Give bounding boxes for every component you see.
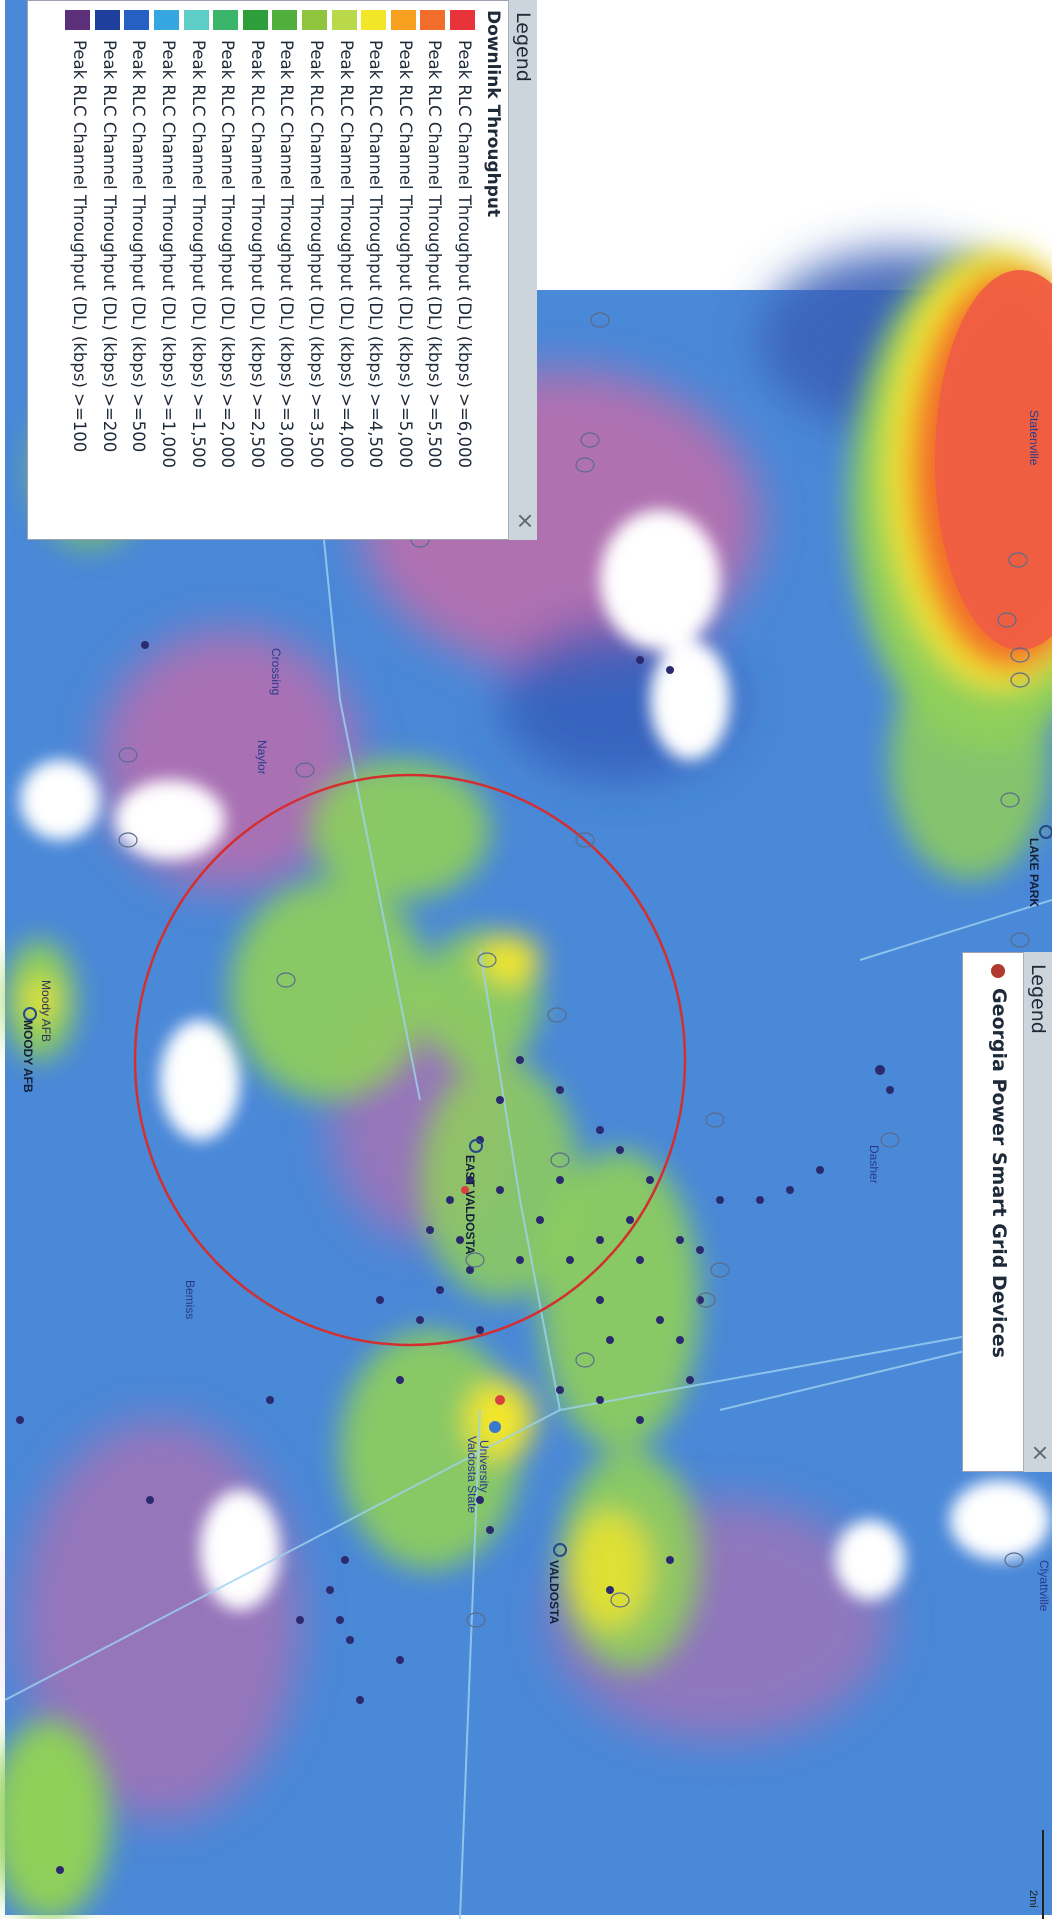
close-icon[interactable]: ×	[512, 511, 537, 530]
legend-row-label: Peak RLC Channel Throughput (DL) (kbps) …	[218, 40, 238, 469]
legend-swatch	[94, 10, 120, 30]
label-clyattville: Clyattville	[1037, 1560, 1051, 1612]
label-bemiss: Bemiss	[183, 1280, 197, 1319]
legend-swatch	[390, 10, 416, 30]
label-valdosta-state: Valdosta State	[465, 1436, 479, 1513]
legend-row-label: Peak RLC Channel Throughput (DL) (kbps) …	[129, 40, 149, 453]
tower-markers	[23, 825, 1052, 1557]
legend-row-label: Peak RLC Channel Throughput (DL) (kbps) …	[425, 40, 445, 469]
legend-swatch	[420, 10, 446, 30]
legend-row-label: Peak RLC Channel Throughput (DL) (kbps) …	[307, 40, 327, 469]
label-lake-park: LAKE PARK	[1027, 838, 1041, 907]
throughput-legend-group-title: Downlink Throughput	[483, 10, 503, 218]
device-dots	[16, 641, 894, 1874]
legend-swatch	[302, 10, 328, 30]
legend-row-label: Peak RLC Channel Throughput (DL) (kbps) …	[247, 40, 267, 469]
devices-legend-title: Legend	[1027, 964, 1049, 1034]
legend-swatch	[242, 10, 268, 30]
legend-swatch	[183, 10, 209, 30]
legend-row-label: Peak RLC Channel Throughput (DL) (kbps) …	[366, 40, 386, 469]
legend-row-label: Peak RLC Channel Throughput (DL) (kbps) …	[188, 40, 208, 469]
devices-legend-panel: Legend × Georgia Power Smart Grid Device…	[962, 952, 1052, 1472]
label-east-valdosta: EAST VALDOSTA	[463, 1155, 477, 1255]
label-naylor: Naylor	[255, 740, 269, 775]
legend-swatch	[361, 10, 387, 30]
devices-legend-item-label: Georgia Power Smart Grid Devices	[988, 988, 1010, 1358]
legend-swatch	[213, 10, 239, 30]
coverage-circle	[133, 773, 687, 1347]
throughput-legend-title: Legend	[512, 12, 534, 82]
legend-swatch	[450, 10, 475, 30]
label-moody-afb: MOODY AFB	[21, 1020, 35, 1093]
close-icon[interactable]: ×	[1027, 1443, 1052, 1462]
legend-swatch	[154, 10, 180, 30]
legend-row-label: Peak RLC Channel Throughput (DL) (kbps) …	[99, 40, 119, 453]
devices-legend-titlebar[interactable]: Legend ×	[1023, 952, 1052, 1472]
map-labels: MOODY AFB Moody AFB EAST VALDOSTA VALDOS…	[21, 410, 1051, 1908]
label-dasher: Dasher	[867, 1145, 881, 1184]
legend-row-label: Peak RLC Channel Throughput (DL) (kbps) …	[70, 40, 90, 453]
legend-row-label: Peak RLC Channel Throughput (DL) (kbps) …	[277, 40, 297, 469]
route-shields	[118, 312, 1030, 1628]
no-coverage-areas	[20, 510, 1050, 1610]
device-dot-icon	[991, 964, 1006, 978]
throughput-legend-panel: Legend × Downlink Throughput Peak RLC Ch…	[27, 0, 537, 540]
university-marker	[489, 1421, 501, 1433]
legend-swatch	[65, 10, 91, 30]
label-crossing: Crossing	[269, 648, 283, 695]
label-moody-afb-area: Moody AFB	[39, 980, 53, 1042]
throughput-legend-titlebar[interactable]: Legend ×	[508, 0, 537, 540]
legend-swatch	[124, 10, 150, 30]
legend-swatch	[272, 10, 298, 30]
statenville-core	[935, 270, 1052, 650]
devices-legend-item: Georgia Power Smart Grid Devices	[988, 964, 1010, 1358]
legend-swatch	[331, 10, 357, 30]
legend-row-label: Peak RLC Channel Throughput (DL) (kbps) …	[336, 40, 356, 469]
scale-label: 2mi	[1027, 1890, 1039, 1908]
legend-row-label: Peak RLC Channel Throughput (DL) (kbps) …	[395, 40, 415, 469]
label-statenville: Statenville	[1027, 410, 1041, 466]
device-dots-red	[461, 1186, 505, 1405]
legend-row-label: Peak RLC Channel Throughput (DL) (kbps) …	[159, 40, 179, 469]
label-valdosta: VALDOSTA	[547, 1560, 561, 1625]
label-university: University	[477, 1440, 491, 1493]
legend-row-label: Peak RLC Channel Throughput (DL) (kbps) …	[455, 40, 474, 469]
